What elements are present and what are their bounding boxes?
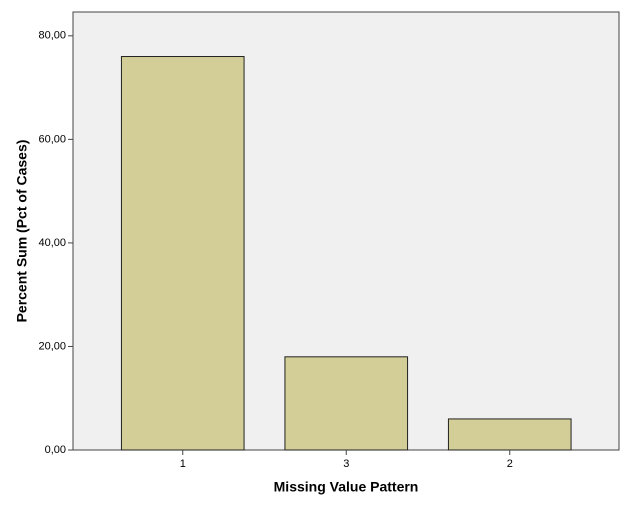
y-tick-label: 60,00 [38,133,66,145]
bar [447,418,572,451]
x-axis-title: Missing Value Pattern [274,479,419,495]
y-tick-label: 80,00 [38,30,66,42]
bar [284,356,409,451]
bar [120,56,245,451]
y-tick-label: 0,00 [45,444,66,456]
y-tick-label: 40,00 [38,237,66,249]
y-tick-label: 20,00 [38,340,66,352]
x-tick-label: 2 [507,458,513,470]
x-tick-label: 1 [180,458,186,470]
x-tick-label: 3 [343,458,349,470]
y-axis-title: Percent Sum (Pct of Cases) [14,140,30,323]
